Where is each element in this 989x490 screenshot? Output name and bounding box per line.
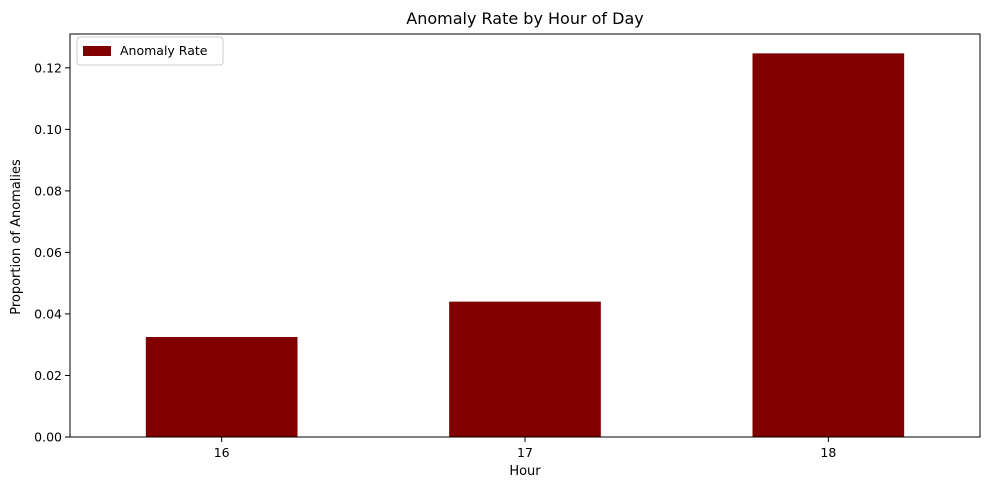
x-tick-label-17: 17 (517, 445, 533, 460)
x-tick-label-18: 18 (820, 445, 836, 460)
x-axis-label: Hour (509, 464, 541, 479)
y-tick-label-2: 0.04 (34, 306, 62, 321)
y-axis-label: Proportion of Anomalies (9, 159, 24, 315)
y-tick-label-4: 0.08 (34, 183, 62, 198)
y-tick-label-3: 0.06 (34, 245, 62, 260)
bar-18 (752, 53, 905, 437)
bar-16 (145, 337, 298, 437)
bar-17 (449, 301, 601, 437)
axes-frame (69, 33, 981, 438)
y-tick-label-6: 0.12 (34, 60, 62, 75)
y-tick-label-5: 0.10 (34, 122, 62, 137)
y-tick-label-0: 0.00 (34, 430, 62, 445)
plot-area: 16 17 18 0.00 0.02 0.04 0.06 0.08 0.10 0.12 (34, 33, 981, 460)
legend-swatch (83, 46, 111, 56)
legend-frame (76, 36, 224, 66)
x-tick-label-16: 16 (214, 445, 230, 460)
y-tick-label-1: 0.02 (34, 368, 62, 383)
legend: Anomaly Rate (76, 36, 224, 66)
chart-title: Anomaly Rate by Hour of Day (406, 9, 643, 28)
legend-label: Anomaly Rate (120, 43, 208, 58)
